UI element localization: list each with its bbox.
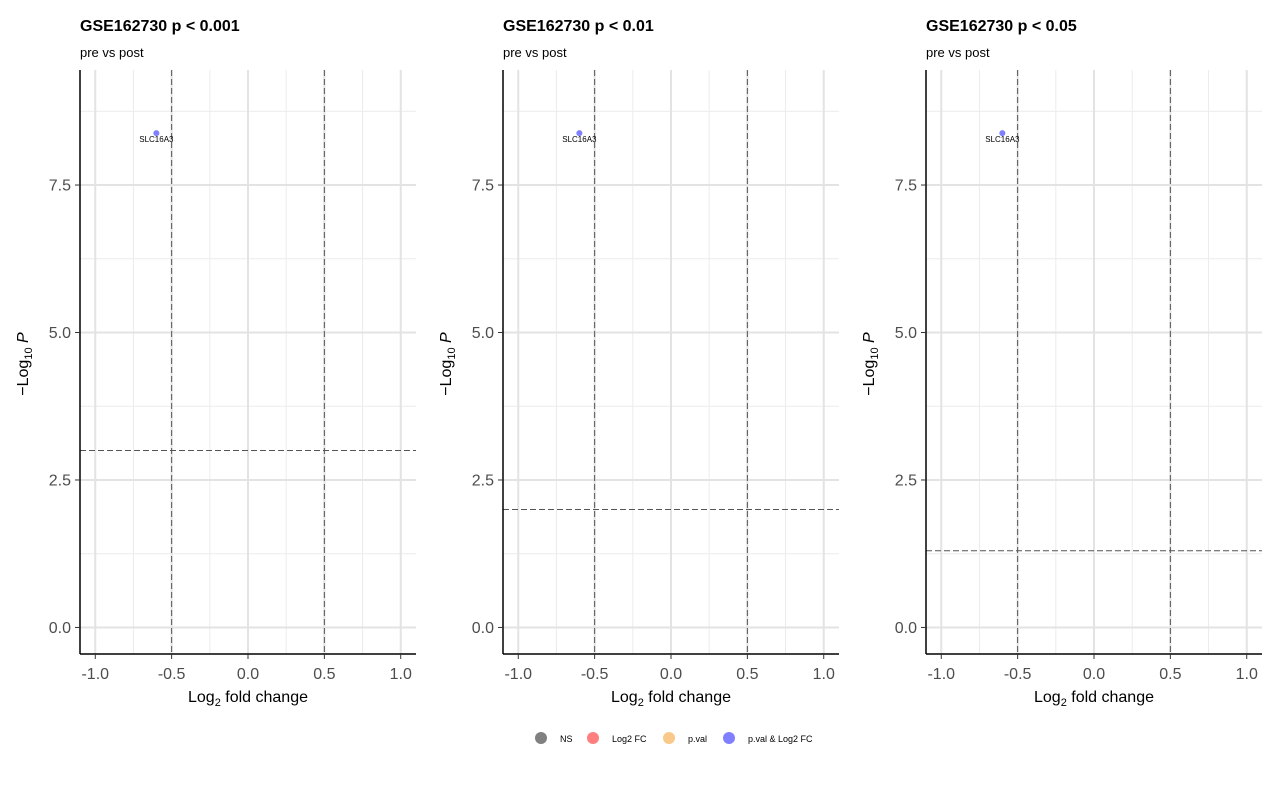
x-tick-label: -0.5 [581, 666, 609, 683]
y-tick-label: 0.0 [49, 620, 71, 637]
legend-key-4 [723, 732, 735, 744]
x-axis-title-subscript: 2 [638, 697, 644, 709]
x-axis-title-part: Log [1034, 689, 1061, 706]
y-axis-title-part: P [861, 332, 878, 347]
y-axis-title-part: P [15, 332, 32, 347]
y-tick-label: 7.5 [895, 178, 917, 195]
x-tick-label: 0.0 [237, 666, 259, 683]
y-axis-title-part: −Log [861, 360, 878, 396]
data-point-label: SLC16A3 [139, 135, 174, 144]
x-axis-title-subscript: 2 [215, 697, 221, 709]
y-axis-title: −Log10 P [15, 332, 35, 396]
y-axis-title-subscript: 10 [23, 347, 35, 359]
legend-key-2 [587, 732, 599, 744]
y-tick-label: 2.5 [472, 472, 494, 489]
chart-subtitle: pre vs post [80, 45, 144, 60]
x-axis-title-part: fold change [221, 689, 308, 706]
x-axis-title: Log2 fold change [188, 689, 308, 709]
y-tick-label: 7.5 [472, 178, 494, 195]
data-point [999, 130, 1006, 137]
chart-subtitle: pre vs post [503, 45, 567, 60]
y-tick-label: 5.0 [472, 325, 494, 342]
y-axis-title-part: P [438, 332, 455, 347]
x-tick-label: 0.0 [1083, 666, 1105, 683]
x-axis-title: Log2 fold change [1034, 689, 1154, 709]
x-tick-label: -0.5 [1004, 666, 1032, 683]
chart-legend: NS Log2 FC p.val p.val & Log2 FC [535, 732, 813, 744]
x-axis-title: Log2 fold change [611, 689, 731, 709]
chart-title: GSE162730 p < 0.05 [926, 18, 1077, 35]
chart-title: GSE162730 p < 0.01 [503, 18, 654, 35]
legend-label-3: p.val [688, 734, 707, 744]
legend-label-4: p.val & Log2 FC [748, 734, 813, 744]
data-point [576, 130, 583, 137]
x-tick-label: 1.0 [1236, 666, 1258, 683]
y-tick-label: 0.0 [472, 620, 494, 637]
data-point-label: SLC16A3 [562, 135, 597, 144]
chart-subtitle: pre vs post [926, 45, 990, 60]
y-axis-title: −Log10 P [438, 332, 458, 396]
y-axis-title-subscript: 10 [446, 347, 458, 359]
x-tick-label: 0.5 [313, 666, 335, 683]
x-tick-label: -1.0 [81, 666, 109, 683]
y-axis-title-subscript: 10 [869, 347, 881, 359]
legend-key-1 [535, 732, 547, 744]
chart-title: GSE162730 p < 0.001 [80, 18, 240, 35]
y-axis-title: −Log10 P [861, 332, 881, 396]
volcano-panel-1: -1.0 -0.5 0.0 0.5 1.0 0.0 2.5 5.0 7.5 GSE162730 p… [15, 18, 416, 709]
data-point-label: SLC16A3 [985, 135, 1020, 144]
x-tick-label: -1.0 [927, 666, 955, 683]
data-point [153, 130, 160, 137]
x-tick-label: -1.0 [504, 666, 532, 683]
x-tick-label: 1.0 [813, 666, 835, 683]
volcano-panel-2: -1.0 -0.5 0.0 0.5 1.0 0.0 2.5 5.0 7.5 GSE162730 p… [438, 18, 839, 709]
y-tick-label: 2.5 [895, 472, 917, 489]
y-tick-label: 5.0 [49, 325, 71, 342]
x-axis-title-subscript: 2 [1061, 697, 1067, 709]
x-axis-title-part: Log [188, 689, 215, 706]
x-axis-title-part: fold change [644, 689, 731, 706]
x-tick-label: 0.5 [1159, 666, 1181, 683]
x-tick-label: 0.0 [660, 666, 682, 683]
x-tick-label: 1.0 [390, 666, 412, 683]
y-tick-label: 5.0 [895, 325, 917, 342]
legend-label-1: NS [560, 734, 573, 744]
y-tick-label: 0.0 [895, 620, 917, 637]
x-axis-title-part: Log [611, 689, 638, 706]
legend-label-2: Log2 FC [612, 734, 647, 744]
x-tick-label: -0.5 [158, 666, 186, 683]
y-tick-label: 7.5 [49, 178, 71, 195]
y-tick-label: 2.5 [49, 472, 71, 489]
legend-key-3 [663, 732, 675, 744]
x-axis-title-part: fold change [1067, 689, 1154, 706]
x-tick-label: 0.5 [736, 666, 758, 683]
y-axis-title-part: −Log [15, 360, 32, 396]
y-axis-title-part: −Log [438, 360, 455, 396]
volcano-panel-3: -1.0 -0.5 0.0 0.5 1.0 0.0 2.5 5.0 7.5 GSE162730 p… [861, 18, 1262, 709]
